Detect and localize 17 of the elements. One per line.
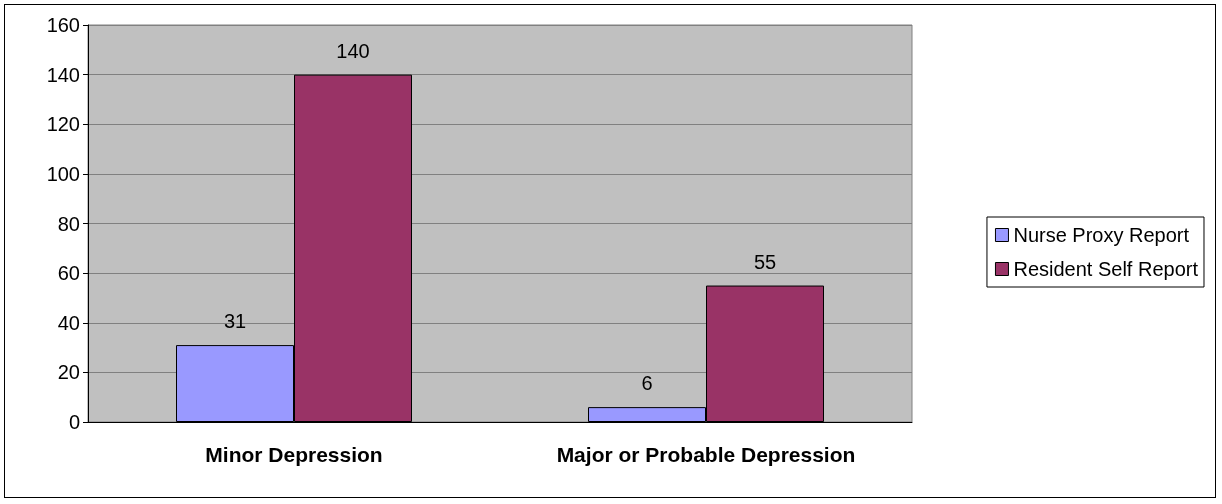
y-tick-label: 160	[46, 14, 80, 36]
x-tick-label: Minor Depression	[205, 443, 383, 466]
y-tick-label: 140	[46, 63, 80, 86]
y-tick-label: 80	[57, 212, 80, 235]
data-label: 140	[336, 39, 370, 62]
data-label: 55	[753, 250, 777, 273]
data-label: 6	[641, 372, 653, 395]
y-tick-label: 100	[46, 162, 80, 185]
legend-label: Resident Self Report	[1013, 258, 1199, 280]
y-tick-label: 60	[57, 262, 80, 285]
y-tick-label: 0	[68, 411, 80, 433]
y-tick-label: 20	[57, 361, 80, 384]
y-tick-label: 40	[57, 311, 80, 334]
data-label: 31	[223, 310, 247, 333]
y-tick-label: 120	[46, 113, 80, 136]
x-tick-label: Major or Probable Depression	[556, 443, 856, 466]
legend-label: Nurse Proxy Report	[1013, 224, 1190, 246]
